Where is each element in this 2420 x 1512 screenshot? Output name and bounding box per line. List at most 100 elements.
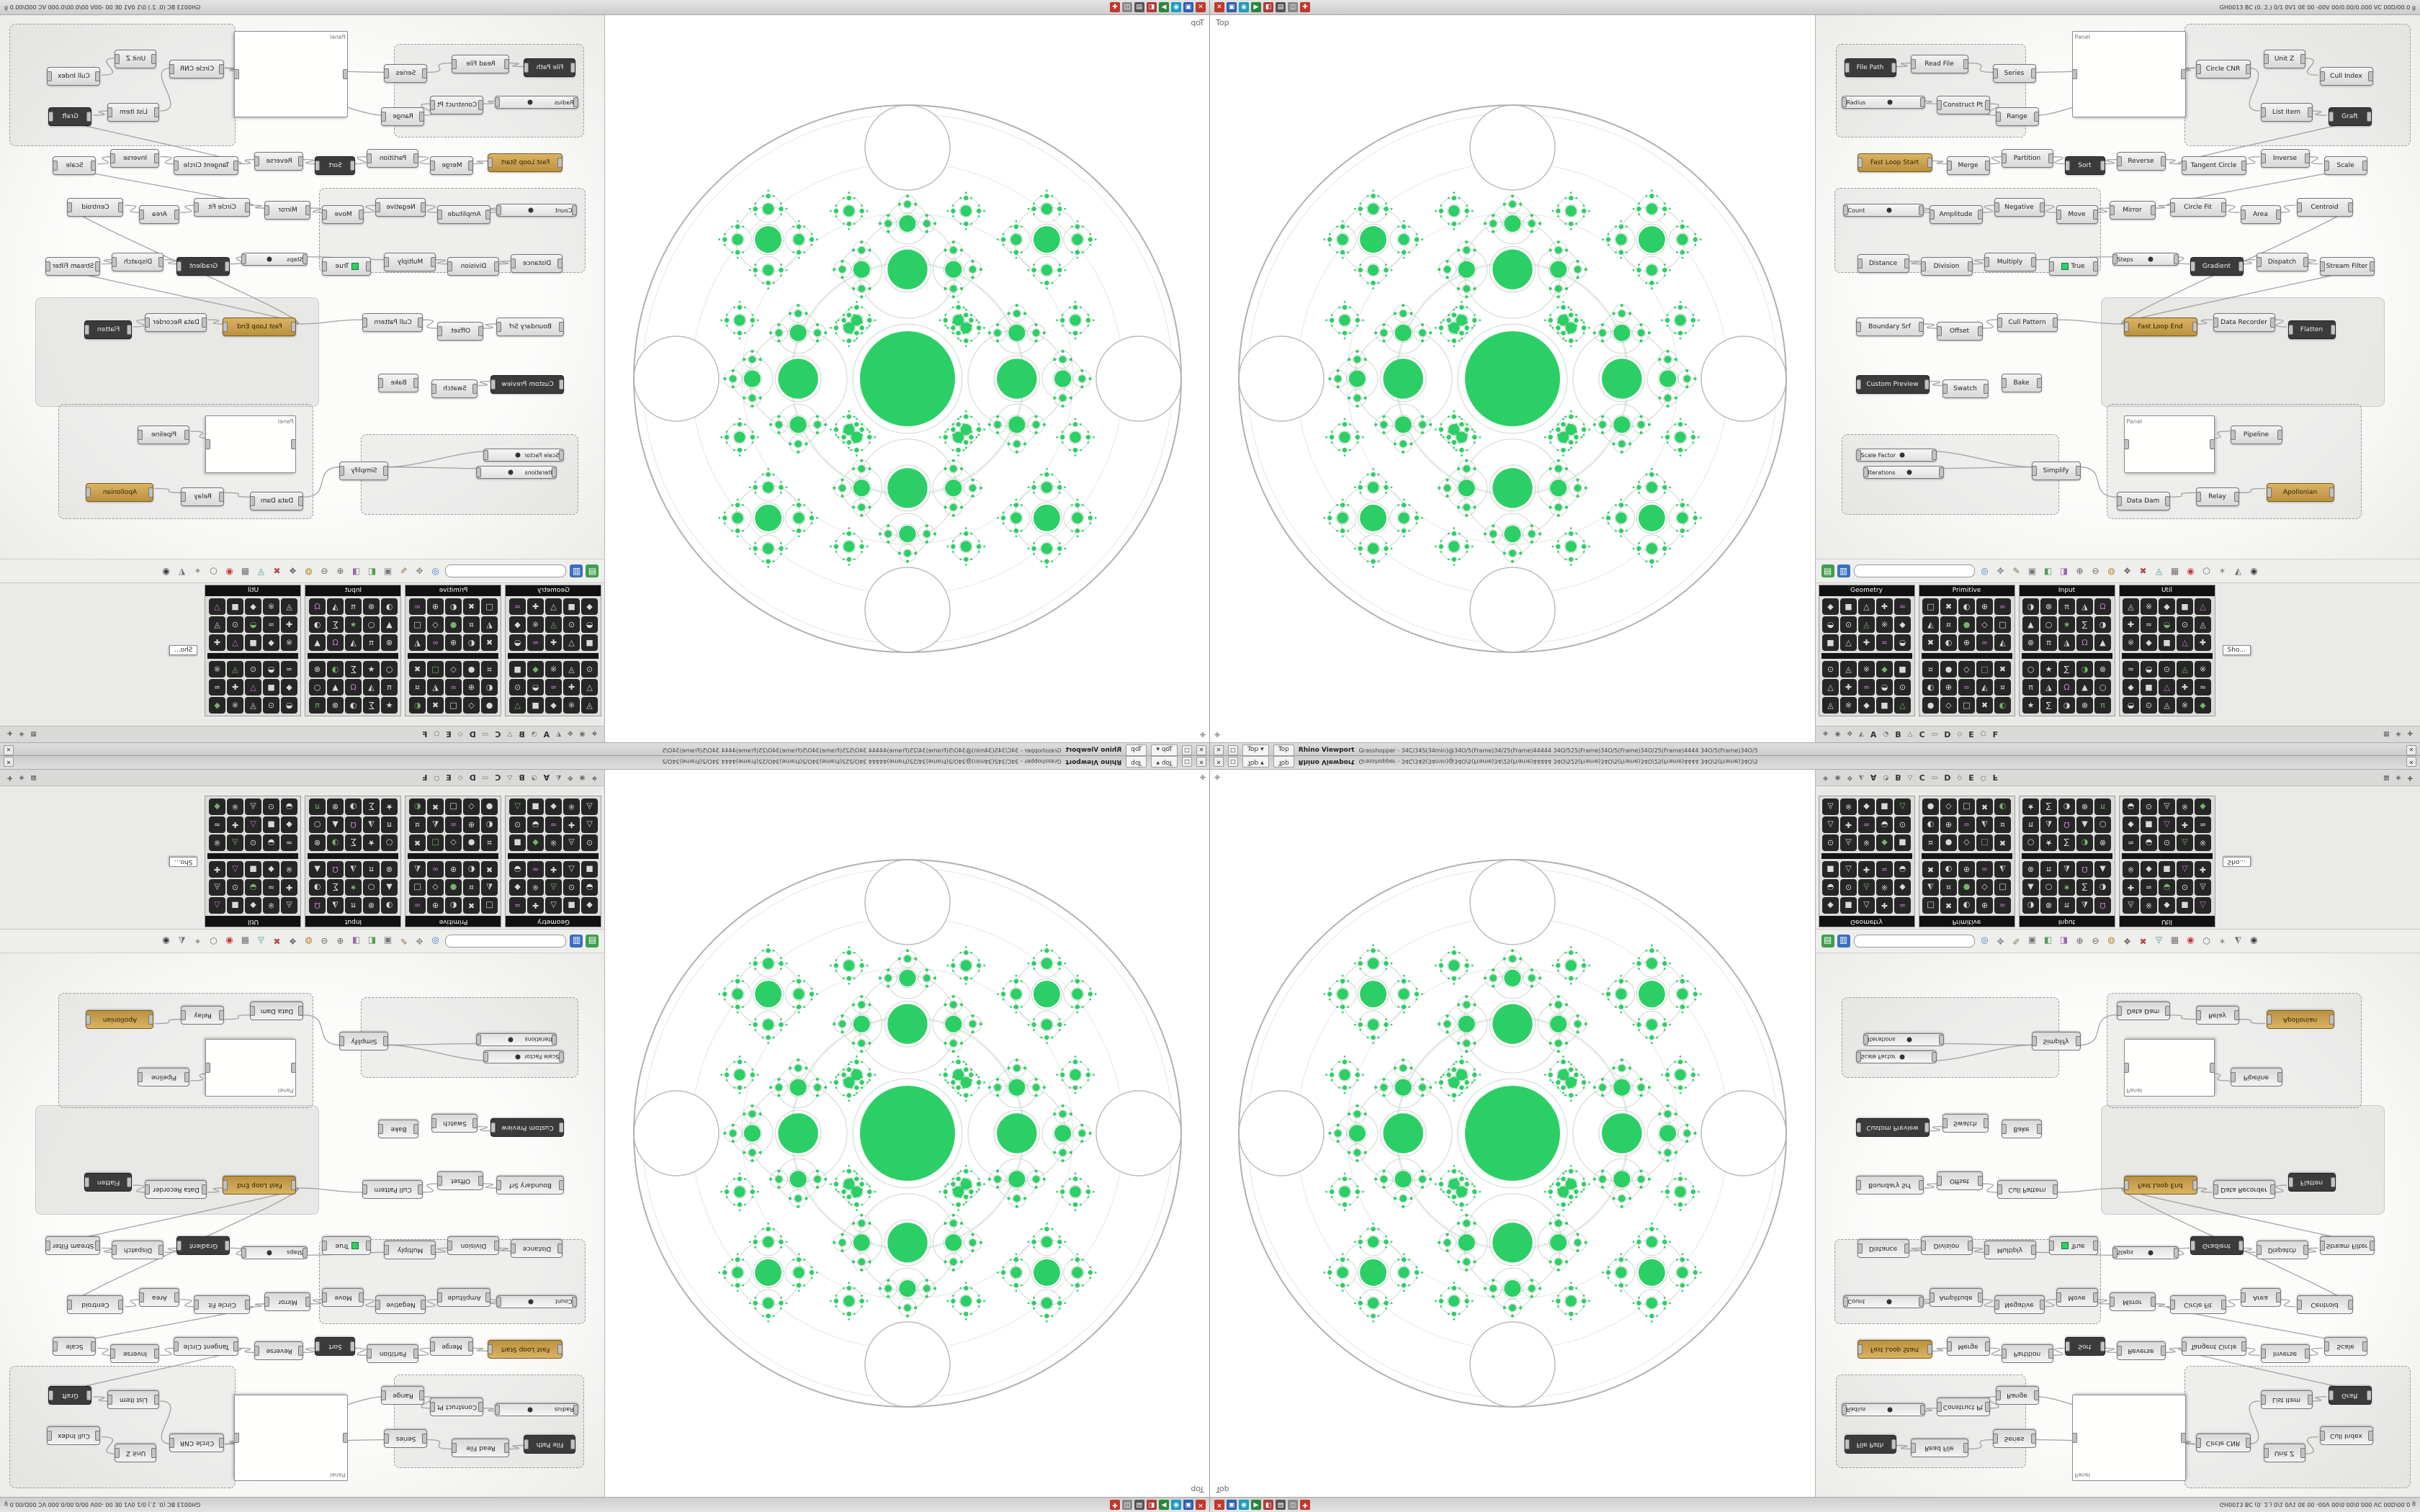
slider-knob[interactable]	[1899, 1054, 1905, 1060]
component-icon[interactable]: ■	[1822, 634, 1839, 651]
hex-icon[interactable]: ⬡	[210, 936, 218, 947]
zoom-in-icon[interactable]: ⊕	[336, 565, 344, 576]
component-icon[interactable]: ◐	[481, 678, 498, 696]
component-icon[interactable]: ∞	[445, 678, 462, 696]
component-icon[interactable]: π	[309, 798, 326, 816]
component-icon[interactable]: ◒	[245, 879, 261, 896]
component-icon[interactable]: ◐	[1958, 598, 1975, 615]
component-icon[interactable]: π	[363, 861, 380, 878]
component-icon[interactable]: ∑	[327, 879, 344, 896]
gh-node[interactable]: Data Recorder	[2213, 313, 2275, 332]
component-icon[interactable]: △	[1858, 897, 1875, 914]
open-icon[interactable]: ▥	[570, 935, 583, 948]
component-icon[interactable]: □	[481, 598, 498, 615]
gh-node[interactable]: Fast Loop Start	[1857, 1340, 1932, 1359]
gh-node[interactable]: Cull Pattern	[1996, 1180, 2058, 1199]
component-icon[interactable]: ⊕	[463, 678, 480, 696]
component-icon[interactable]: Ω	[345, 678, 362, 696]
component-icon[interactable]: ◬	[1822, 696, 1839, 714]
component-icon[interactable]: □	[409, 879, 426, 896]
component-icon[interactable]: ≈	[263, 879, 279, 896]
gh-node[interactable]: Iterations	[476, 466, 557, 479]
menu-tail-icon[interactable]: ▦	[30, 731, 37, 739]
wire-display-icon[interactable]: ◨	[351, 936, 361, 947]
gh-node[interactable]: Construct Pt	[1936, 1398, 1990, 1416]
save-icon[interactable]: ▤	[1821, 935, 1834, 948]
component-icon[interactable]: ◬	[2195, 879, 2211, 896]
component-icon[interactable]: ⊙	[509, 816, 526, 834]
menu-lead-icon[interactable]: ❖	[1822, 731, 1829, 739]
group-icon[interactable]: ▣	[383, 565, 393, 576]
menu-lead-icon[interactable]: ❖	[591, 773, 598, 781]
component-icon[interactable]: ◇	[1976, 616, 1993, 633]
slider-knob[interactable]	[1887, 1407, 1893, 1413]
gh-node[interactable]: Simplify	[2031, 1032, 2081, 1050]
gh-node[interactable]: Steps	[2112, 253, 2179, 266]
gh-node[interactable]: Radius	[1841, 96, 1925, 109]
component-icon[interactable]: ✚	[563, 678, 580, 696]
gh-node[interactable]: Offset	[1936, 1171, 1983, 1190]
component-icon[interactable]: □	[1976, 834, 1993, 852]
component-icon[interactable]: ≈	[509, 598, 526, 615]
target-icon[interactable]: ◍	[305, 936, 313, 947]
component-icon[interactable]: ✚	[563, 816, 580, 834]
component-icon[interactable]: π	[345, 897, 362, 914]
show-more-box[interactable]: Sho...	[169, 644, 198, 655]
menu-lead-icon[interactable]: ◉	[579, 731, 586, 739]
component-icon[interactable]: ★	[363, 834, 380, 852]
component-icon[interactable]: ◆	[281, 678, 297, 696]
component-icon[interactable]: ※	[563, 798, 580, 816]
menu-item-b[interactable]: B	[519, 773, 525, 783]
menu-item-f[interactable]: F	[1992, 773, 1999, 783]
palette-category-label[interactable]: Geometry	[506, 916, 601, 927]
component-icon[interactable]: □	[409, 616, 426, 633]
pyramid-icon[interactable]: ◭	[2234, 565, 2242, 576]
component-icon[interactable]: ⊗	[2022, 634, 2039, 651]
pan-icon[interactable]: ✥	[1996, 936, 2004, 947]
component-icon[interactable]: ●	[445, 879, 462, 896]
gh-node[interactable]: Panel	[2071, 1395, 2186, 1481]
component-icon[interactable]: ◒	[281, 798, 297, 816]
component-icon[interactable]: ◑	[381, 598, 398, 615]
component-icon[interactable]: ∑	[345, 660, 362, 678]
component-icon[interactable]: ◒	[581, 616, 598, 633]
gh-node[interactable]: Boundary Srf	[496, 1176, 565, 1194]
component-icon[interactable]: ○	[363, 616, 380, 633]
pan-icon[interactable]: ✥	[416, 565, 424, 576]
gh-node[interactable]: Inverse	[110, 149, 160, 168]
gh-node[interactable]: Pipeline	[2230, 1068, 2282, 1086]
component-icon[interactable]: ◇	[427, 616, 444, 633]
component-icon[interactable]: ◆	[527, 834, 544, 852]
menu-lead-icon[interactable]: ✥	[568, 731, 573, 739]
component-icon[interactable]: ◮	[345, 861, 362, 878]
gh-node[interactable]: Construct Pt	[1936, 96, 1990, 114]
gh-node[interactable]: Custom Preview	[490, 1118, 565, 1137]
component-icon[interactable]: ★	[2040, 660, 2057, 678]
component-icon[interactable]: ⊙	[581, 834, 598, 852]
component-icon[interactable]: ※	[281, 634, 297, 651]
gh-node[interactable]: Move	[322, 205, 364, 224]
component-icon[interactable]: ■	[581, 861, 598, 878]
gh-node[interactable]: Circle CNR	[169, 1434, 225, 1452]
component-icon[interactable]: ✚	[527, 598, 544, 615]
gh-node[interactable]: Graft	[48, 1386, 92, 1405]
component-icon[interactable]: ※	[227, 696, 243, 714]
component-icon[interactable]: π	[2058, 598, 2075, 615]
slider-knob[interactable]	[508, 1037, 514, 1043]
component-icon[interactable]: ◬	[2177, 660, 2193, 678]
component-icon[interactable]: ≈	[527, 634, 544, 651]
gh-node[interactable]: Series	[1992, 64, 2036, 83]
component-icon[interactable]: ¤	[1940, 879, 1957, 896]
eye-icon[interactable]: ◉	[162, 936, 170, 947]
show-more-box[interactable]: Sho...	[2222, 644, 2251, 655]
component-icon[interactable]: ⊕	[1976, 897, 1993, 914]
close-icon-right[interactable]: ✕	[4, 745, 14, 755]
gh-node[interactable]: Swatch	[1942, 379, 1989, 398]
component-icon[interactable]: △	[509, 798, 526, 816]
component-icon[interactable]: △	[1822, 678, 1839, 696]
component-icon[interactable]: ≈	[545, 678, 562, 696]
gh-node[interactable]: Construct Pt	[430, 1398, 484, 1416]
gh-node[interactable]: Range	[1995, 1386, 2039, 1405]
component-icon[interactable]: ≈	[1858, 816, 1875, 834]
component-icon[interactable]: □	[1958, 696, 1975, 714]
